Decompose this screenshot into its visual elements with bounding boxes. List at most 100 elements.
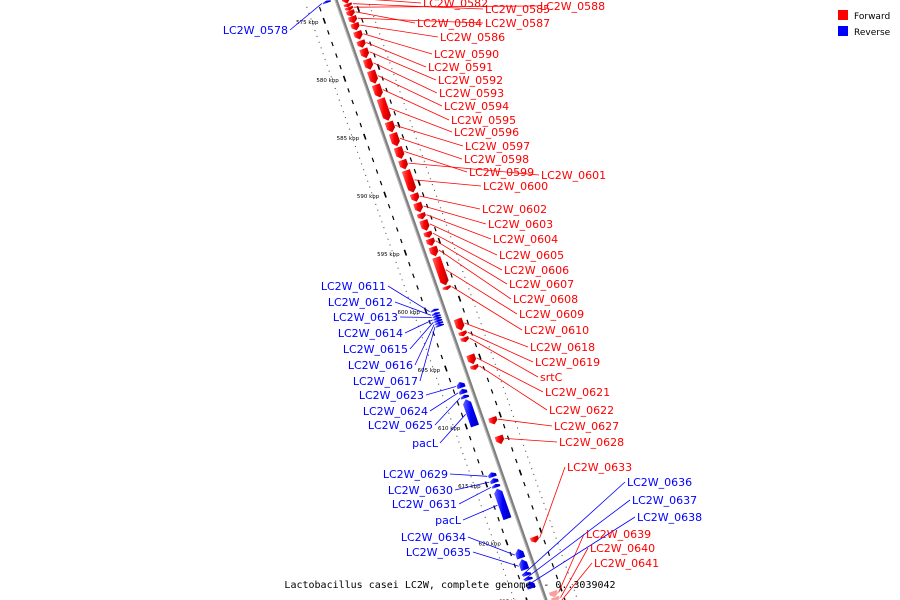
gene-arrow-lc2w-0607-forward-23[interactable] [425,237,435,246]
gene-arrow-lc2w-0606-forward-22[interactable] [423,230,433,238]
gene-arrow-lc2w-0598-forward-14[interactable] [388,132,400,147]
gene-arrow-lc2w-0613-reverse-3[interactable] [432,314,441,319]
gene-label-lc2w-0610-26[interactable]: LC2W_0610 [524,324,589,337]
gene-arrow-lc2w-0630-reverse-13[interactable] [490,478,499,485]
gene-label-pacl-15[interactable]: pacL [435,514,462,527]
gene-label-lc2w-0615-5[interactable]: LC2W_0615 [343,343,408,356]
gene-arrow-lc2w-0601-forward-16[interactable] [398,158,408,170]
gene-label-lc2w-0629-12[interactable]: LC2W_0629 [383,468,448,481]
gene-label-pacl-11[interactable]: pacL [412,437,439,450]
gene-label-lc2w-0622-31[interactable]: LC2W_0622 [549,404,614,417]
gene-label-lc2w-0640-36[interactable]: LC2W_0640 [590,542,655,555]
gene-arrow-lc2w-0612-reverse-2[interactable] [431,312,441,317]
gene-label-lc2w-0584-3[interactable]: LC2W_0584 [417,17,482,30]
gene-label-lc2w-0624-9[interactable]: LC2W_0624 [363,405,428,418]
gene-arrow-lc2w-0625-reverse-10[interactable] [460,394,470,400]
gene-label-lc2w-0623-8[interactable]: LC2W_0623 [359,389,424,402]
gene-arrow-lc2w-0617-reverse-7[interactable] [435,323,445,328]
gene-label-lc2w-0585-1[interactable]: LC2W_0585 [485,3,550,16]
gene-label-lc2w-0602-18[interactable]: LC2W_0602 [482,203,547,216]
gene-arrow-lc2w-0587-forward-4[interactable] [347,15,358,24]
gene-label-lc2w-0586-5[interactable]: LC2W_0586 [440,31,505,44]
gene-arrow-lc2w-0624-reverse-9[interactable] [458,388,468,395]
gene-label-lc2w-0633-34[interactable]: LC2W_0633 [567,461,632,474]
gene-label-lc2w-0634-16[interactable]: LC2W_0634 [401,531,466,544]
gene-label-lc2w-0605-21[interactable]: LC2W_0605 [499,249,564,262]
gene-label-lc2w-0636-18[interactable]: LC2W_0636 [627,476,692,489]
gene-label-lc2w-0628-33[interactable]: LC2W_0628 [559,436,624,449]
gene-arrow-lc2w-0605-forward-21[interactable] [419,219,430,231]
gene-label-lc2w-0598-14[interactable]: LC2W_0598 [464,153,529,166]
gene-arrow-lc2w-0593-forward-9[interactable] [362,57,374,70]
gene-label-lc2w-0612-2[interactable]: LC2W_0612 [328,296,393,309]
gene-arrow-lc2w-0619-forward-28[interactable] [458,330,467,337]
gene-arrow-lc2w-0631-reverse-14[interactable] [491,484,501,489]
gene-label-lc2w-0582-0[interactable]: LC2W_0582 [423,0,488,10]
gene-label-srtc-29[interactable]: srtC [540,371,563,384]
gene-arrow-lc2w-0585-forward-1[interactable] [343,2,353,8]
gene-arrow-lc2w-0635-reverse-17[interactable] [519,559,530,572]
gene-arrow-lc2w-0611-reverse-1[interactable] [430,308,439,313]
gene-arrow-lc2w-0621-forward-30[interactable] [466,353,477,365]
gene-arrow-lc2w-0622-forward-31[interactable] [469,363,479,370]
gene-arrow-lc2w-0584-forward-3[interactable] [345,9,355,17]
gene-arrow-pacl-reverse-15[interactable] [494,488,512,521]
gene-label-lc2w-0591-7[interactable]: LC2W_0591 [428,61,493,74]
gene-arrow-lc2w-0582-forward-0[interactable] [341,0,351,4]
gene-arrow-lc2w-0628-forward-33[interactable] [494,434,505,445]
gene-label-lc2w-0611-1[interactable]: LC2W_0611 [321,280,386,293]
gene-label-lc2w-0609-25[interactable]: LC2W_0609 [519,308,584,321]
gene-label-lc2w-0588-2[interactable]: LC2W_0588 [540,0,605,13]
gene-arrow-lc2w-0594-forward-10[interactable] [367,69,378,84]
gene-label-lc2w-0614-4[interactable]: LC2W_0614 [338,327,403,340]
gene-arrow-lc2w-0616-reverse-6[interactable] [434,321,444,326]
gene-arrow-lc2w-0591-forward-7[interactable] [356,39,366,48]
gene-label-lc2w-0638-20[interactable]: LC2W_0638 [637,511,702,524]
gene-arrow-lc2w-0604-forward-20[interactable] [416,212,426,220]
gene-arrow-lc2w-0590-forward-6[interactable] [353,30,363,40]
gene-arrow-lc2w-0627-forward-32[interactable] [488,416,498,425]
gene-label-lc2w-0599-15[interactable]: LC2W_0599 [469,166,534,179]
gene-arrow-pacl-reverse-11[interactable] [463,399,479,428]
gene-label-lc2w-0635-17[interactable]: LC2W_0635 [406,546,471,559]
gene-label-lc2w-0613-3[interactable]: LC2W_0613 [333,311,398,324]
gene-label-lc2w-0578-0[interactable]: LC2W_0578 [223,24,288,37]
gene-arrow-lc2w-0609-forward-25[interactable] [432,256,449,286]
gene-label-lc2w-0627-32[interactable]: LC2W_0627 [554,420,619,433]
gene-label-lc2w-0600-17[interactable]: LC2W_0600 [483,180,548,193]
gene-label-lc2w-0597-13[interactable]: LC2W_0597 [465,140,530,153]
gene-arrow-lc2w-0600-forward-17[interactable] [401,169,417,193]
gene-arrow-lc2w-0599-forward-15[interactable] [393,146,405,159]
gene-arrow-lc2w-0636-reverse-18[interactable] [522,572,532,577]
gene-label-lc2w-0607-23[interactable]: LC2W_0607 [509,278,574,291]
gene-label-lc2w-0593-9[interactable]: LC2W_0593 [439,87,504,100]
gene-arrow-lc2w-0618-forward-27[interactable] [453,317,465,331]
gene-label-lc2w-0595-11[interactable]: LC2W_0595 [451,114,516,127]
gene-label-lc2w-0631-14[interactable]: LC2W_0631 [392,498,457,511]
gene-label-lc2w-0625-10[interactable]: LC2W_0625 [368,419,433,432]
gene-label-lc2w-0639-35[interactable]: LC2W_0639 [586,528,651,541]
gene-label-lc2w-0596-12[interactable]: LC2W_0596 [454,126,519,139]
gene-label-lc2w-0601-16[interactable]: LC2W_0601 [541,169,606,182]
gene-arrow-lc2w-0623-reverse-8[interactable] [456,382,466,390]
gene-arrow-lc2w-0596-forward-12[interactable] [376,97,391,121]
gene-label-lc2w-0594-10[interactable]: LC2W_0594 [444,100,509,113]
gene-arrow-lc2w-0638-reverse-20[interactable] [526,581,536,590]
gene-arrow-lc2w-0602-forward-18[interactable] [409,192,420,202]
gene-arrow-lc2w-0592-forward-8[interactable] [359,47,370,59]
gene-arrow-lc2w-0608-forward-24[interactable] [428,245,439,257]
gene-label-lc2w-0616-6[interactable]: LC2W_0616 [348,359,413,372]
gene-label-lc2w-0641-37[interactable]: LC2W_0641 [594,557,659,570]
gene-label-lc2w-0618-27[interactable]: LC2W_0618 [530,341,595,354]
gene-label-lc2w-0603-19[interactable]: LC2W_0603 [488,218,553,231]
gene-arrow-lc2w-0610-forward-26[interactable] [442,285,451,290]
gene-label-lc2w-0617-7[interactable]: LC2W_0617 [353,375,418,388]
gene-arrow-lc2w-0639-forward-35[interactable] [548,589,558,598]
gene-label-lc2w-0637-19[interactable]: LC2W_0637 [632,494,697,507]
gene-arrow-lc2w-0595-forward-11[interactable] [371,83,383,98]
gene-label-lc2w-0604-20[interactable]: LC2W_0604 [493,233,558,246]
gene-arrow-srtc-forward-29[interactable] [460,336,469,343]
gene-arrow-lc2w-0640-forward-36[interactable] [551,595,560,600]
gene-label-lc2w-0592-8[interactable]: LC2W_0592 [438,74,503,87]
gene-arrow-lc2w-0586-forward-5[interactable] [350,21,360,31]
